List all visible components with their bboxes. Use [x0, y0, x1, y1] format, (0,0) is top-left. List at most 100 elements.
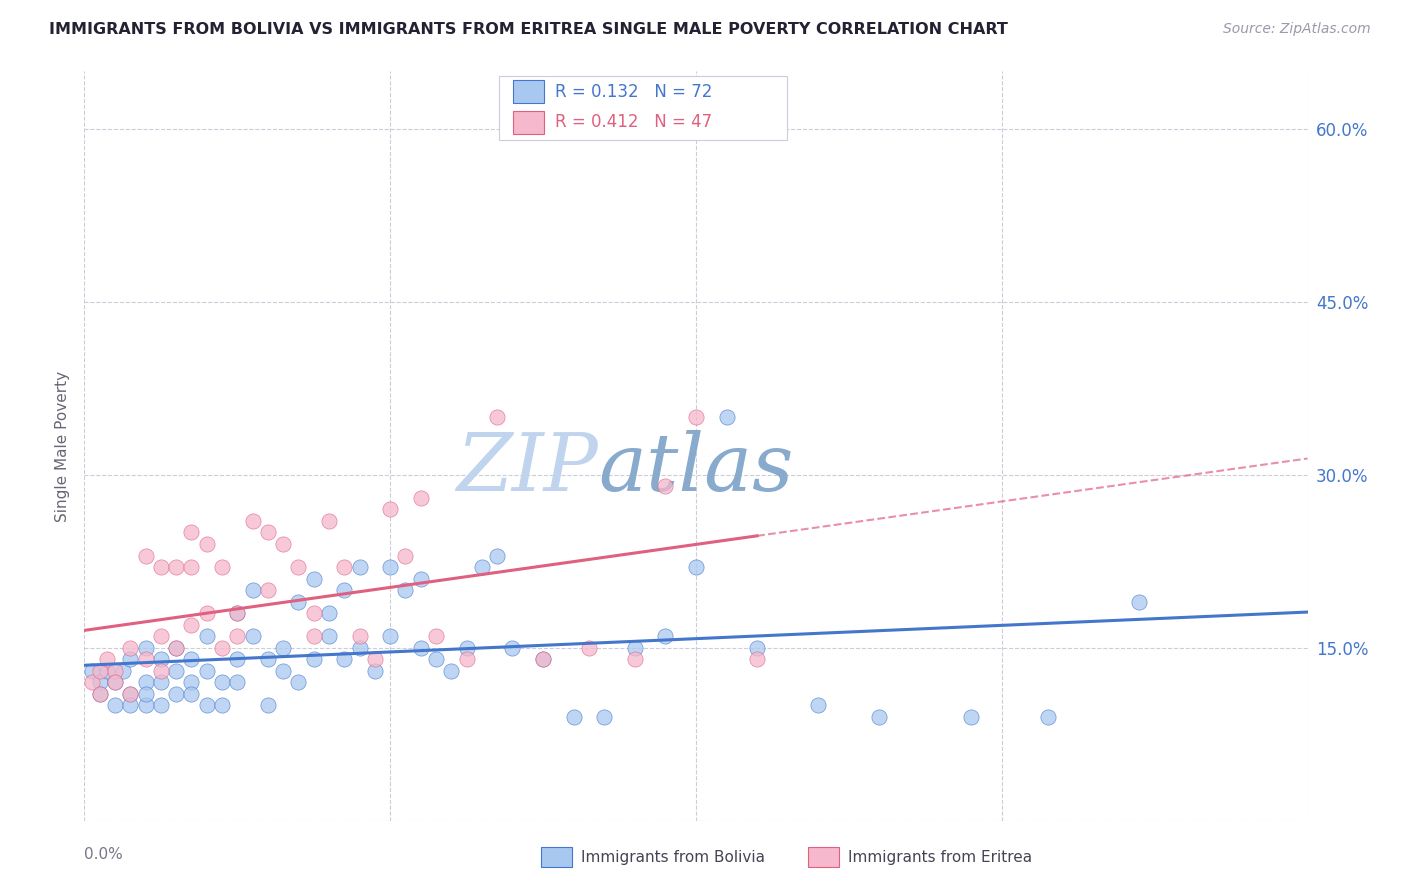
Point	[120, 698, 142, 713]
Point	[96, 664, 118, 678]
Point	[135, 640, 157, 655]
Point	[271, 640, 294, 655]
Point	[531, 652, 554, 666]
Point	[271, 537, 294, 551]
Point	[747, 652, 769, 666]
Point	[165, 640, 187, 655]
Point	[165, 664, 187, 678]
Text: ZIP: ZIP	[457, 430, 598, 508]
Point	[165, 640, 187, 655]
Point	[195, 698, 218, 713]
Point	[394, 583, 416, 598]
Point	[716, 410, 738, 425]
Point	[120, 687, 142, 701]
Point	[104, 675, 127, 690]
Point	[211, 698, 233, 713]
Point	[149, 629, 172, 643]
Point	[409, 491, 432, 505]
Point	[165, 687, 187, 701]
Point	[349, 629, 371, 643]
Point	[302, 652, 325, 666]
Point	[89, 664, 111, 678]
Point	[380, 502, 402, 516]
Point	[807, 698, 830, 713]
Point	[180, 525, 202, 540]
Point	[624, 652, 647, 666]
Point	[624, 640, 647, 655]
Point	[364, 652, 387, 666]
Point	[333, 560, 356, 574]
Text: atlas: atlas	[598, 430, 793, 508]
Point	[135, 652, 157, 666]
Point	[120, 687, 142, 701]
Point	[120, 652, 142, 666]
Point	[257, 652, 280, 666]
Point	[195, 537, 218, 551]
Text: Immigrants from Eritrea: Immigrants from Eritrea	[848, 850, 1032, 864]
Point	[195, 629, 218, 643]
Point	[257, 583, 280, 598]
Point	[226, 629, 249, 643]
Point	[333, 583, 356, 598]
Point	[685, 410, 707, 425]
Point	[135, 698, 157, 713]
Point	[226, 606, 249, 620]
Point	[180, 675, 202, 690]
Point	[135, 675, 157, 690]
Point	[318, 606, 340, 620]
Point	[211, 560, 233, 574]
Point	[287, 594, 309, 608]
Point	[96, 652, 118, 666]
Point	[318, 629, 340, 643]
Point	[685, 560, 707, 574]
Point	[486, 410, 509, 425]
Point	[440, 664, 463, 678]
Point	[409, 640, 432, 655]
Point	[960, 710, 983, 724]
Point	[302, 572, 325, 586]
Point	[1128, 594, 1150, 608]
Point	[409, 572, 432, 586]
Text: R = 0.412   N = 47: R = 0.412 N = 47	[555, 113, 713, 131]
Point	[333, 652, 356, 666]
Point	[149, 698, 172, 713]
Point	[195, 606, 218, 620]
Point	[242, 583, 264, 598]
Point	[257, 525, 280, 540]
Point	[135, 549, 157, 563]
Text: 0.0%: 0.0%	[84, 847, 124, 862]
Point	[1036, 710, 1059, 724]
Text: R = 0.132   N = 72: R = 0.132 N = 72	[555, 83, 713, 101]
Point	[180, 617, 202, 632]
Point	[111, 664, 134, 678]
Point	[425, 652, 447, 666]
Point	[287, 675, 309, 690]
Point	[211, 640, 233, 655]
Point	[80, 664, 103, 678]
Point	[502, 640, 524, 655]
Point	[380, 629, 402, 643]
Point	[456, 652, 478, 666]
Point	[425, 629, 447, 643]
Point	[180, 687, 202, 701]
Point	[89, 687, 111, 701]
Point	[302, 606, 325, 620]
Point	[257, 698, 280, 713]
Point	[394, 549, 416, 563]
Point	[471, 560, 494, 574]
Point	[149, 652, 172, 666]
Point	[180, 560, 202, 574]
Point	[89, 675, 111, 690]
Point	[869, 710, 891, 724]
Point	[287, 560, 309, 574]
Point	[654, 479, 676, 493]
Point	[271, 664, 294, 678]
Point	[531, 652, 554, 666]
Point	[149, 664, 172, 678]
Point	[195, 664, 218, 678]
Point	[80, 675, 103, 690]
Point	[654, 629, 676, 643]
Point	[456, 640, 478, 655]
Point	[242, 514, 264, 528]
Point	[226, 606, 249, 620]
